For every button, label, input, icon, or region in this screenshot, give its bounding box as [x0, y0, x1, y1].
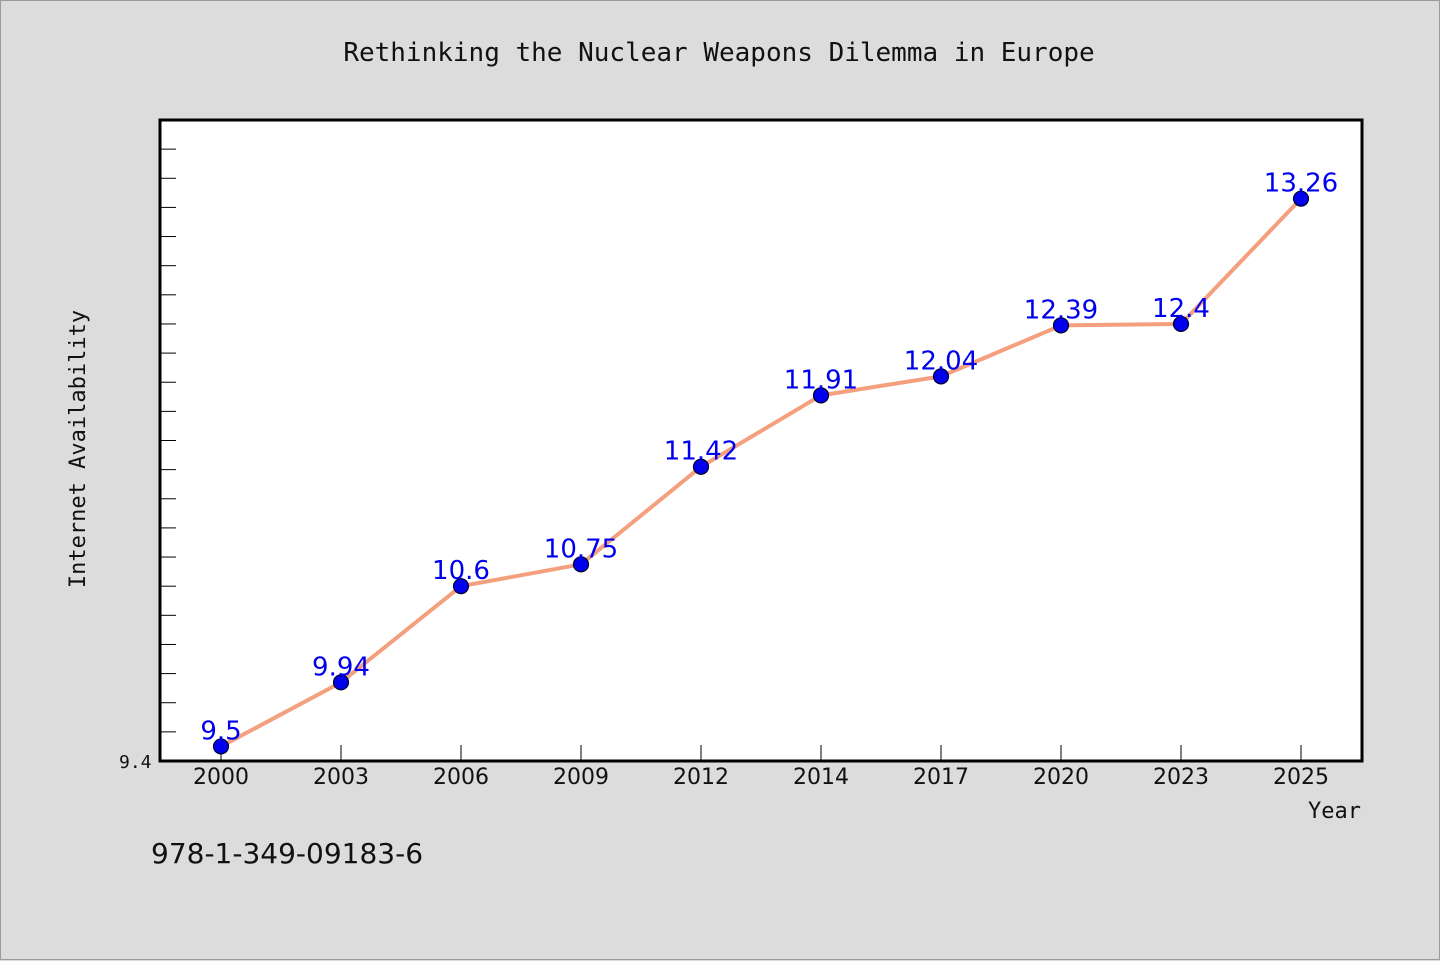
data-point	[212, 738, 230, 755]
series-line	[220, 197, 1303, 749]
plot-area	[158, 118, 1364, 763]
isbn-footnote: 978-1-349-09183-6	[151, 837, 423, 870]
data-point	[1172, 315, 1190, 333]
data-label: 9.5	[200, 716, 241, 746]
data-point	[1052, 317, 1070, 334]
x-tick-label: 2012	[673, 765, 729, 790]
x-tick-label: 2009	[553, 765, 609, 790]
y-axis-ticks	[160, 148, 176, 733]
x-axis-ticks: 2000 2003 2006 2009 2012 2014 2017 2020 2023 2025	[193, 745, 1329, 790]
data-point	[572, 556, 590, 573]
x-tick-label: 2003	[313, 765, 369, 790]
y-axis-label: Internet Availability	[66, 310, 91, 588]
data-label: 13.26	[1264, 169, 1338, 199]
x-tick-label: 2020	[1033, 765, 1089, 790]
x-tick-label: 2014	[793, 765, 849, 790]
data-label: 11.91	[784, 365, 858, 395]
data-label: 11.42	[664, 437, 738, 467]
data-label: 10.75	[544, 534, 618, 564]
data-point	[332, 674, 350, 691]
data-point	[452, 578, 470, 595]
x-tick-label: 2017	[913, 765, 969, 790]
data-point	[932, 368, 950, 385]
x-tick-label: 2025	[1273, 765, 1329, 790]
series-line-group: 9.5 9.94 10.6 10.75 11.42 11.91 12.04 12.39 12.4…	[200, 169, 1338, 755]
y-axis-min-label: 9.4	[119, 752, 152, 773]
data-point	[1292, 190, 1310, 207]
data-point	[812, 387, 830, 404]
data-label: 9.94	[312, 652, 370, 682]
data-label: 12.39	[1024, 295, 1098, 325]
x-tick-label: 2023	[1153, 765, 1209, 790]
x-tick-label: 2006	[433, 765, 489, 790]
data-point	[692, 458, 710, 475]
data-label: 12.04	[904, 346, 978, 376]
chart-title: Rethinking the Nuclear Weapons Dilemma i…	[343, 38, 1094, 68]
data-label: 12.4	[1152, 294, 1210, 324]
x-axis-label: Year	[1308, 799, 1361, 824]
data-label: 10.6	[432, 556, 490, 586]
x-tick-label: 2000	[193, 765, 249, 790]
